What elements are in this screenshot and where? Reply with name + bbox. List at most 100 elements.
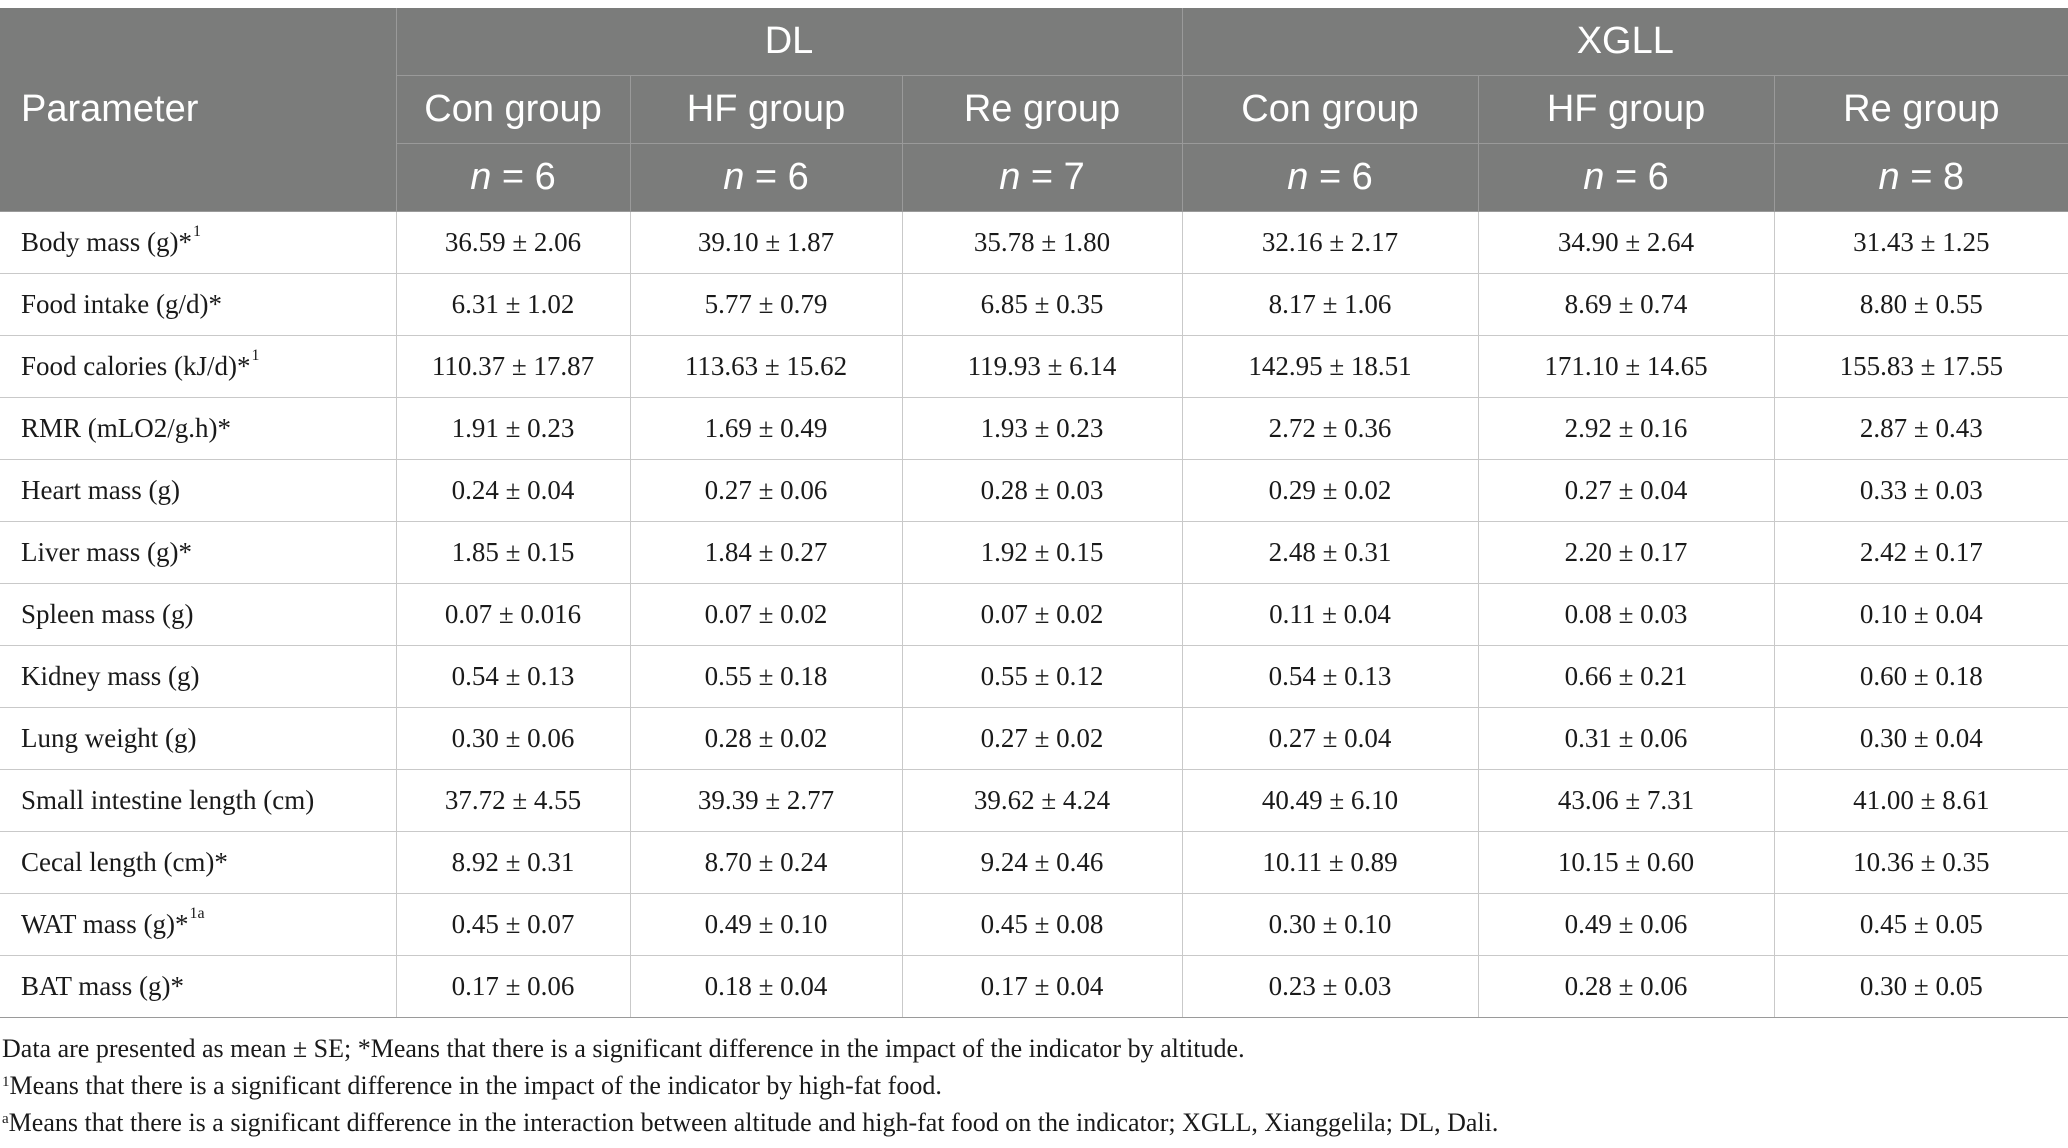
value-cell: 1.93 ± 0.23 — [901, 397, 1183, 460]
table-footnotes: Data are presented as mean ± SE; *Means … — [2, 1030, 2062, 1141]
value-cell: 39.62 ± 4.24 — [901, 769, 1183, 832]
value-cell: 2.20 ± 0.17 — [1477, 521, 1775, 584]
value-cell: 0.08 ± 0.03 — [1477, 583, 1775, 646]
header-row-sites: Parameter DL XGLL — [0, 8, 2068, 212]
value-cell: 0.27 ± 0.02 — [901, 707, 1183, 770]
value-cell: 1.69 ± 0.49 — [629, 397, 903, 460]
parameter-label: Food calories (kJ/d)* — [21, 351, 251, 381]
value-cell: 155.83 ± 17.55 — [1773, 335, 2068, 398]
parameter-cell: Food intake (g/d)* — [0, 273, 397, 336]
sample-size-symbol: n — [1583, 156, 1605, 198]
parameter-label: Spleen mass (g) — [21, 599, 194, 629]
value-cell: 0.27 ± 0.06 — [629, 459, 903, 522]
value-cell: 1.85 ± 0.15 — [395, 521, 631, 584]
value-cell: 36.59 ± 2.06 — [395, 211, 631, 274]
parameter-cell: Heart mass (g) — [0, 459, 397, 522]
value-cell: 171.10 ± 14.65 — [1477, 335, 1775, 398]
value-cell: 1.92 ± 0.15 — [901, 521, 1183, 584]
value-cell: 37.72 ± 4.55 — [395, 769, 631, 832]
value-cell: 2.42 ± 0.17 — [1773, 521, 2068, 584]
parameter-column-header: Parameter — [0, 8, 397, 212]
value-cell: 0.54 ± 0.13 — [395, 645, 631, 708]
value-cell: 142.95 ± 18.51 — [1181, 335, 1479, 398]
table-row: Food calories (kJ/d)*1 110.37 ± 17.87 113.… — [0, 335, 2068, 398]
value-cell: 0.49 ± 0.06 — [1477, 893, 1775, 956]
group-header: Re group — [1773, 75, 2068, 144]
value-cell: 0.31 ± 0.06 — [1477, 707, 1775, 770]
value-cell: 31.43 ± 1.25 — [1773, 211, 2068, 274]
footnote: aMeans that there is a significant diffe… — [2, 1104, 2062, 1141]
footnote: 1Means that there is a significant diffe… — [2, 1067, 2062, 1104]
table-body: Body mass (g)*1 36.59 ± 2.06 39.10 ± 1.87 3… — [0, 211, 2068, 1018]
group-header: HF group — [629, 75, 903, 144]
value-cell: 8.70 ± 0.24 — [629, 831, 903, 894]
parameter-label: BAT mass (g)* — [21, 971, 185, 1001]
table-row: WAT mass (g)*1a 0.45 ± 0.07 0.49 ± 0.10 0.4… — [0, 893, 2068, 956]
sample-size-value: = 6 — [1318, 156, 1373, 198]
value-cell: 8.80 ± 0.55 — [1773, 273, 2068, 336]
value-cell: 0.28 ± 0.03 — [901, 459, 1183, 522]
parameter-cell: Body mass (g)*1 — [0, 211, 397, 274]
value-cell: 0.45 ± 0.08 — [901, 893, 1183, 956]
parameter-label: Liver mass (g)* — [21, 537, 192, 567]
value-cell: 0.27 ± 0.04 — [1181, 707, 1479, 770]
value-cell: 0.49 ± 0.10 — [629, 893, 903, 956]
sample-size-symbol: n — [470, 156, 492, 198]
significance-mark: 1a — [189, 905, 205, 922]
parameter-cell: Liver mass (g)* — [0, 521, 397, 584]
parameter-cell: Food calories (kJ/d)*1 — [0, 335, 397, 398]
value-cell: 1.91 ± 0.23 — [395, 397, 631, 460]
value-cell: 0.28 ± 0.06 — [1477, 955, 1775, 1018]
site-header-xgll: XGLL — [1181, 8, 2068, 76]
table-row: Lung weight (g) 0.30 ± 0.06 0.28 ± 0.02 0.2… — [0, 707, 2068, 770]
value-cell: 0.23 ± 0.03 — [1181, 955, 1479, 1018]
value-cell: 2.48 ± 0.31 — [1181, 521, 1479, 584]
value-cell: 9.24 ± 0.46 — [901, 831, 1183, 894]
value-cell: 0.10 ± 0.04 — [1773, 583, 2068, 646]
significance-mark: 1 — [251, 347, 260, 364]
table-row: Liver mass (g)* 1.85 ± 0.15 1.84 ± 0.27 1.9… — [0, 521, 2068, 584]
value-cell: 0.55 ± 0.12 — [901, 645, 1183, 708]
table-header: Parameter DL XGLL Con group HF group Re gr… — [0, 8, 2068, 212]
parameter-label: Cecal length (cm)* — [21, 847, 228, 877]
sample-size-header: n = 7 — [901, 143, 1183, 212]
parameter-cell: Lung weight (g) — [0, 707, 397, 770]
value-cell: 0.17 ± 0.04 — [901, 955, 1183, 1018]
table-row: Kidney mass (g) 0.54 ± 0.13 0.55 ± 0.18 0.5… — [0, 645, 2068, 708]
parameter-cell: Small intestine length (cm) — [0, 769, 397, 832]
value-cell: 0.24 ± 0.04 — [395, 459, 631, 522]
sample-size-value: = 6 — [754, 156, 809, 198]
sample-size-symbol: n — [999, 156, 1021, 198]
table-row: Food intake (g/d)* 6.31 ± 1.02 5.77 ± 0.79… — [0, 273, 2068, 336]
value-cell: 5.77 ± 0.79 — [629, 273, 903, 336]
value-cell: 8.92 ± 0.31 — [395, 831, 631, 894]
value-cell: 39.39 ± 2.77 — [629, 769, 903, 832]
value-cell: 34.90 ± 2.64 — [1477, 211, 1775, 274]
value-cell: 0.30 ± 0.04 — [1773, 707, 2068, 770]
value-cell: 0.18 ± 0.04 — [629, 955, 903, 1018]
group-header: Con group — [1181, 75, 1479, 144]
table-row: Heart mass (g) 0.24 ± 0.04 0.27 ± 0.06 0.28… — [0, 459, 2068, 522]
value-cell: 0.45 ± 0.05 — [1773, 893, 2068, 956]
sample-size-value: = 6 — [501, 156, 556, 198]
value-cell: 6.31 ± 1.02 — [395, 273, 631, 336]
value-cell: 0.07 ± 0.016 — [395, 583, 631, 646]
value-cell: 41.00 ± 8.61 — [1773, 769, 2068, 832]
parameter-label: RMR (mLO2/g.h)* — [21, 413, 232, 443]
parameter-label: Heart mass (g) — [21, 475, 180, 505]
table-row: Small intestine length (cm) 37.72 ± 4.55 3… — [0, 769, 2068, 832]
sample-size-value: = 7 — [1030, 156, 1085, 198]
value-cell: 2.72 ± 0.36 — [1181, 397, 1479, 460]
parameter-cell: RMR (mLO2/g.h)* — [0, 397, 397, 460]
value-cell: 0.11 ± 0.04 — [1181, 583, 1479, 646]
value-cell: 110.37 ± 17.87 — [395, 335, 631, 398]
value-cell: 40.49 ± 6.10 — [1181, 769, 1479, 832]
value-cell: 2.92 ± 0.16 — [1477, 397, 1775, 460]
group-header: HF group — [1477, 75, 1775, 144]
sample-size-symbol: n — [1878, 156, 1900, 198]
value-cell: 10.11 ± 0.89 — [1181, 831, 1479, 894]
value-cell: 10.15 ± 0.60 — [1477, 831, 1775, 894]
value-cell: 6.85 ± 0.35 — [901, 273, 1183, 336]
parameter-label: Kidney mass (g) — [21, 661, 200, 691]
